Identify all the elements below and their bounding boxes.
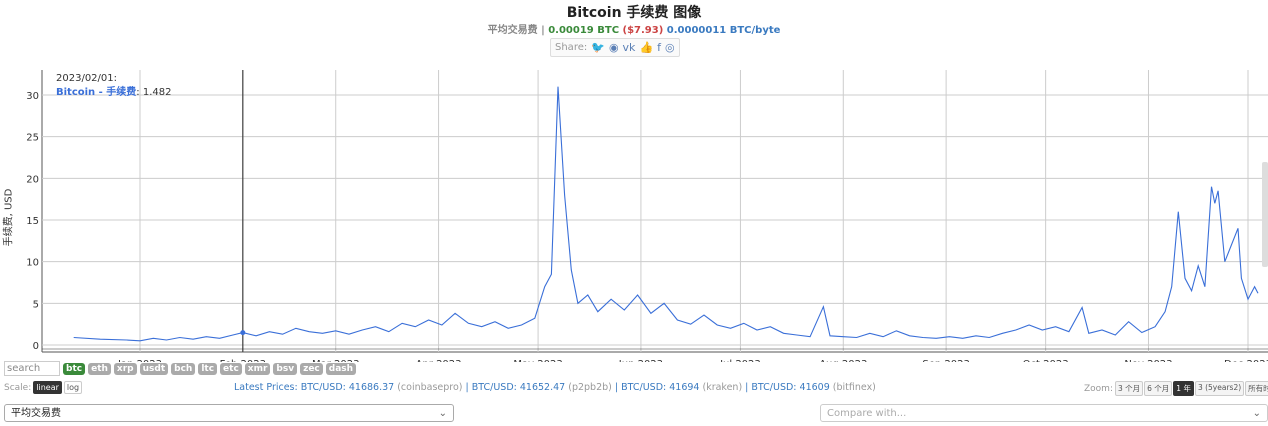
scale-label: Scale: [4,382,32,393]
page-title: Bitcoin 手续费 图像 [566,5,702,21]
price-pair[interactable]: BTC/USD: 41652.47 [468,382,569,393]
x-tick-label: May 2023 [513,359,562,362]
chevron-down-icon: ⌄ [1252,408,1261,419]
x-tick-label: Nov 2023 [1124,359,1172,362]
x-tick-label: Sep 2023 [922,359,969,362]
y-tick-label: 0 [33,341,39,352]
twitter-icon[interactable]: 🐦 [591,41,605,54]
x-axis-ticks: Jan 2023 Feb 2023 Mar 2023 Apr 2023 May 2023… [117,359,1268,362]
price-separator: | [462,382,469,393]
fee-summary: 平均交易费 | 0.00019 BTC ($7.93) 0.0000011 BT… [0,21,1268,36]
coin-button-eth[interactable]: eth [88,362,111,375]
x-tick-label: Aug 2023 [819,359,867,362]
zoom-options: 3 个月6 个月1 年3 (5years2)所有时间 [1114,381,1268,396]
coin-list: btc eth xrp usdt bch ltc etc xmr bsv zec dash [63,362,357,375]
zoom-switch: Zoom: 3 个月6 个月1 年3 (5years2)所有时间 [1084,381,1268,396]
share-label: Share: [555,42,588,53]
coin-button-zec[interactable]: zec [300,362,323,375]
scale-switch: Scale: linear log [4,381,83,394]
vk-icon[interactable]: vk [622,41,636,54]
summary-label: 平均交易费 | [487,25,545,36]
price-pair[interactable]: BTC/USD: 41694 [618,382,703,393]
scale-log-button[interactable]: log [63,381,83,394]
x-tick-label: Jan 2023 [117,359,162,362]
prices-label: Latest Prices: [234,382,298,393]
price-pair[interactable]: BTC/USD: 41609 [748,382,833,393]
x-tick-label: Oct 2023 [1023,359,1069,362]
coin-selector: search btc eth xrp usdt bch ltc etc xmr bsv zec da… [4,361,357,376]
zoom-label: Zoom: [1084,383,1113,394]
tooltip-sep: : [136,87,143,98]
summary-btc: 0.00019 BTC [548,25,620,36]
zoom-option[interactable]: 3 个月 [1114,381,1144,396]
metric-select-value: 平均交易费 [11,408,61,419]
chart-grid [41,70,1268,353]
tooltip-date: 2023/02/01: [56,73,117,84]
x-tick-label: Jul 2023 [719,359,761,362]
coin-button-ltc[interactable]: ltc [198,362,218,375]
price-list: BTC/USD: 41686.37 (coinbasepro) | BTC/US… [301,382,876,393]
tooltip-series-label: Bitcoin - 手续费 [56,85,136,98]
coin-button-xmr[interactable]: xmr [244,362,271,375]
x-tick-label: Mar 2023 [312,359,360,362]
compare-select-placeholder: Compare with... [827,408,907,419]
latest-prices: Latest Prices: BTC/USD: 41686.37 (coinba… [234,382,876,393]
series-line [73,86,1259,342]
y-axis-ticks: 0 5 10 15 20 25 30 [26,91,39,352]
summary-usd: ($7.93) [622,25,664,36]
compare-select[interactable]: Compare with... ⌄ [820,404,1268,422]
tooltip-value: Bitcoin - 手续费: 1.482 [56,85,172,98]
zoom-option[interactable]: 3 (5years2) [1194,381,1245,396]
x-tick-label: Apr 2023 [416,359,462,362]
chart-series [73,86,1259,342]
coin-button-dash[interactable]: dash [325,362,357,375]
chevron-down-icon: ⌄ [438,408,447,419]
scale-linear-button[interactable]: linear [33,381,62,394]
coin-button-etc[interactable]: etc [220,362,242,375]
y-tick-label: 30 [26,91,39,102]
zoom-option[interactable]: 1 年 [1173,381,1194,396]
tooltip-number: 1.482 [143,87,172,98]
weibo-icon[interactable]: ◎ [665,41,675,54]
price-pair[interactable]: BTC/USD: 41686.37 [300,382,398,393]
x-tick-label: Jun 2023 [618,359,663,362]
y-tick-label: 5 [33,299,39,310]
scroll-handle [1262,162,1268,267]
price-exchange: (coinbasepro) [397,382,463,393]
crosshair-point [240,330,246,336]
reddit-icon[interactable]: ◉ [608,41,619,54]
share-bar: Share: 🐦 ◉ vk 👍 f ◎ [550,38,680,57]
price-separator: | [742,382,749,393]
x-tick-label: Dec 2023 [1224,359,1268,362]
search-input[interactable]: search [4,361,60,376]
coin-button-xrp[interactable]: xrp [113,362,137,375]
price-separator: | [611,382,619,393]
zoom-option[interactable]: 所有时间 [1245,381,1268,396]
zoom-option[interactable]: 6 个月 [1144,381,1173,396]
like-icon[interactable]: 👍 [639,41,654,54]
price-exchange: (p2pb2b) [568,382,612,393]
y-tick-label: 15 [26,216,39,227]
y-tick-label: 10 [26,258,39,269]
metric-select[interactable]: 平均交易费 ⌄ [4,404,454,422]
facebook-icon[interactable]: f [657,41,662,54]
price-exchange: (kraken) [702,382,743,393]
coin-button-usdt[interactable]: usdt [139,362,169,375]
y-tick-label: 20 [26,174,39,185]
fee-line-chart[interactable]: 0 5 10 15 20 25 30 Jan 2023 Feb 2023 Mar 2023 Apr… [0,62,1268,362]
coin-button-bch[interactable]: bch [171,362,196,375]
coin-button-btc[interactable]: btc [63,362,86,375]
x-tick-label: Feb 2023 [220,359,266,362]
price-exchange: (bitfinex) [832,382,876,393]
y-tick-label: 25 [26,133,39,144]
summary-per-byte: 0.0000011 BTC/byte [666,25,781,36]
coin-button-bsv[interactable]: bsv [273,362,298,375]
